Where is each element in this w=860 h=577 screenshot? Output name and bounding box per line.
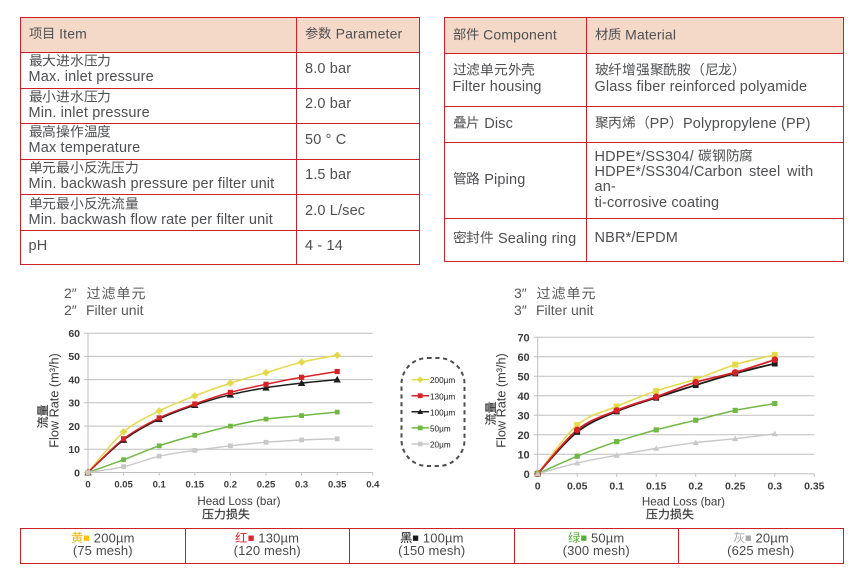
svg-text:10: 10 [517, 450, 529, 462]
svg-text:Head Loss (bar): Head Loss (bar) [642, 496, 725, 509]
svg-text:0.3: 0.3 [767, 481, 782, 493]
svg-text:60: 60 [517, 352, 529, 364]
svg-text:0.05: 0.05 [114, 479, 133, 490]
svg-text:10: 10 [68, 444, 80, 456]
svg-text:0.2: 0.2 [224, 479, 237, 490]
svg-text:20: 20 [68, 421, 80, 433]
svg-text:130µm: 130µm [430, 392, 455, 401]
svg-text:40: 40 [68, 374, 80, 386]
svg-text:0.1: 0.1 [153, 479, 167, 490]
svg-text:0.25: 0.25 [257, 479, 276, 490]
svg-text:50µm: 50µm [430, 425, 451, 434]
svg-text:0.25: 0.25 [725, 481, 746, 493]
svg-text:50: 50 [68, 351, 80, 363]
svg-text:50: 50 [517, 372, 529, 384]
svg-text:60: 60 [68, 328, 80, 340]
svg-text:0: 0 [535, 481, 541, 493]
svg-text:40: 40 [517, 391, 529, 403]
svg-text:30: 30 [517, 411, 529, 423]
svg-text:200µm: 200µm [430, 376, 455, 385]
svg-text:0.3: 0.3 [295, 479, 308, 490]
svg-text:0.4: 0.4 [366, 479, 380, 490]
svg-text:70: 70 [517, 333, 529, 345]
svg-text:0.05: 0.05 [567, 481, 588, 493]
svg-text:0.35: 0.35 [804, 481, 825, 493]
svg-text:0.1: 0.1 [609, 481, 624, 493]
svg-text:0.15: 0.15 [646, 481, 667, 493]
svg-text:0: 0 [85, 479, 90, 490]
svg-text:20µm: 20µm [430, 441, 451, 450]
svg-text:0.35: 0.35 [328, 479, 347, 490]
svg-text:0: 0 [524, 469, 530, 481]
svg-text:30: 30 [68, 398, 80, 410]
svg-text:100µm: 100µm [430, 408, 455, 417]
svg-text:20: 20 [517, 430, 529, 442]
svg-text:Head Loss (bar): Head Loss (bar) [197, 495, 280, 508]
svg-text:0.2: 0.2 [688, 481, 703, 493]
svg-text:0.15: 0.15 [186, 479, 205, 490]
svg-text:0: 0 [74, 467, 80, 479]
